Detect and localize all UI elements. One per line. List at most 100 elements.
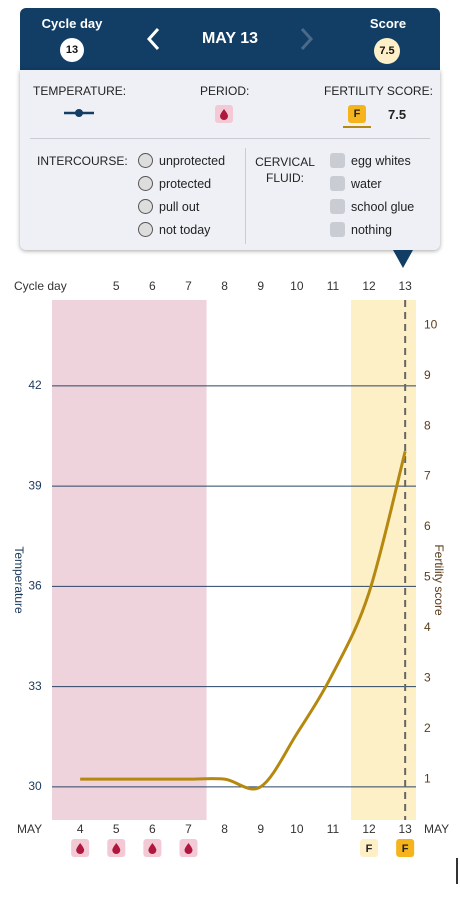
y-tick-label: 36 xyxy=(28,579,42,593)
cervical-label: CERVICAL FLUID: xyxy=(255,155,315,185)
y-axis-title: Temperature xyxy=(12,546,26,614)
divider xyxy=(30,138,430,139)
fertile-label: F xyxy=(402,843,409,855)
option-icon xyxy=(330,176,345,191)
option-icon xyxy=(138,176,153,191)
option[interactable]: protected xyxy=(138,172,225,195)
x-tick-label: 9 xyxy=(257,822,264,836)
fertility-value: 7.5 xyxy=(388,107,407,122)
intercourse-options: unprotected protected pull out not today xyxy=(138,149,225,241)
drop xyxy=(184,843,193,854)
x-tick-label: 11 xyxy=(327,822,340,836)
cervical-options: egg whites water school glue nothing xyxy=(330,149,414,241)
y2-tick-label: 10 xyxy=(424,317,438,331)
temperature-label: TEMPERATURE: xyxy=(33,84,127,98)
y2-tick-label: 6 xyxy=(424,519,431,533)
option[interactable]: pull out xyxy=(138,195,225,218)
y-tick-label: 30 xyxy=(28,779,42,793)
option-label: school glue xyxy=(351,199,415,214)
option[interactable]: nothing xyxy=(330,218,414,241)
y2-tick-label: 3 xyxy=(424,670,431,684)
period-marker xyxy=(143,839,162,857)
period-label: PERIOD: xyxy=(200,84,250,98)
drop xyxy=(76,843,85,854)
y-tick-label: 33 xyxy=(28,679,42,693)
score-label: Score xyxy=(369,16,407,31)
y-tick-label: 42 xyxy=(28,378,42,392)
cursor xyxy=(456,858,458,884)
period-icon xyxy=(215,105,233,123)
x-tick-label: 4 xyxy=(77,822,84,836)
temperature-icon xyxy=(64,109,94,117)
y2-tick-label: 7 xyxy=(424,469,431,483)
x-tick-label: 13 xyxy=(398,822,412,836)
fertile-band xyxy=(351,300,416,820)
y2-tick-label: 8 xyxy=(424,418,431,432)
option-label: unprotected xyxy=(159,153,226,168)
cycle-day-label: 5 xyxy=(113,279,120,293)
cycle-day-label: Cycle day xyxy=(41,16,103,31)
score-line xyxy=(80,450,407,791)
fertile-marker: F xyxy=(396,839,415,857)
badge-underline xyxy=(343,126,371,128)
intercourse-label: INTERCOURSE: xyxy=(37,154,128,168)
y-tick-label: 39 xyxy=(28,478,42,492)
option-label: pull out xyxy=(159,199,200,214)
x-axis-label: MAY xyxy=(17,822,42,836)
option[interactable]: egg whites xyxy=(330,149,414,172)
drop xyxy=(148,843,157,854)
divider xyxy=(245,148,246,244)
period-marker xyxy=(179,839,198,857)
cycle-day-label: 10 xyxy=(290,279,304,293)
option-icon xyxy=(330,199,345,214)
fertile-marker: F xyxy=(360,839,379,857)
score: 7.5 xyxy=(374,38,400,64)
period-band xyxy=(52,300,207,820)
fertility-badge: F xyxy=(348,105,366,123)
option-icon xyxy=(138,222,153,237)
pointer xyxy=(393,250,413,268)
option[interactable]: not today xyxy=(138,218,225,241)
x-tick-label: 7 xyxy=(185,822,192,836)
option[interactable]: school glue xyxy=(330,195,414,218)
cycle-day-label: 7 xyxy=(185,279,192,293)
period-marker xyxy=(71,839,90,857)
date: MAY 13 xyxy=(201,30,259,47)
y2-axis-title: Fertility score xyxy=(432,544,446,616)
cycle-day-label: 8 xyxy=(221,279,228,293)
details-panel: TEMPERATURE: PERIOD: FERTILITY SCORE: F … xyxy=(20,70,440,250)
cycle-day-label: 11 xyxy=(327,279,340,293)
x-tick-label: 10 xyxy=(290,822,304,836)
option-icon xyxy=(138,153,153,168)
option-icon xyxy=(330,153,345,168)
option-label: nothing xyxy=(351,222,393,237)
cycle-day-label: 6 xyxy=(149,279,156,293)
x-tick-label: 12 xyxy=(362,822,376,836)
y2-tick-label: 5 xyxy=(424,570,431,584)
option-icon xyxy=(330,222,345,237)
option-label: water xyxy=(351,176,382,191)
cycle-day: 13 xyxy=(60,38,84,62)
y2-tick-label: 9 xyxy=(424,368,431,382)
marker-bg xyxy=(360,839,379,857)
next-button[interactable] xyxy=(296,26,316,52)
option[interactable]: unprotected xyxy=(138,149,225,172)
top-axis-label: Cycle day xyxy=(14,279,67,293)
x-tick-label: 5 xyxy=(113,822,120,836)
option-icon xyxy=(138,199,153,214)
cycle-day-label: 9 xyxy=(257,279,264,293)
cycle-day-label: 12 xyxy=(362,279,376,293)
cycle-day-label: 13 xyxy=(398,279,412,293)
x-tick-label: 8 xyxy=(221,822,228,836)
header: Cycle day 13 MAY 13 Score 7.5 xyxy=(20,8,440,70)
marker-bg xyxy=(396,839,415,857)
option-label: egg whites xyxy=(351,153,411,168)
option-label: not today xyxy=(159,222,211,237)
period-marker xyxy=(107,839,126,857)
option[interactable]: water xyxy=(330,172,414,195)
prev-button[interactable] xyxy=(144,26,164,52)
y2-tick-label: 2 xyxy=(424,721,431,735)
y2-tick-label: 4 xyxy=(424,620,431,634)
